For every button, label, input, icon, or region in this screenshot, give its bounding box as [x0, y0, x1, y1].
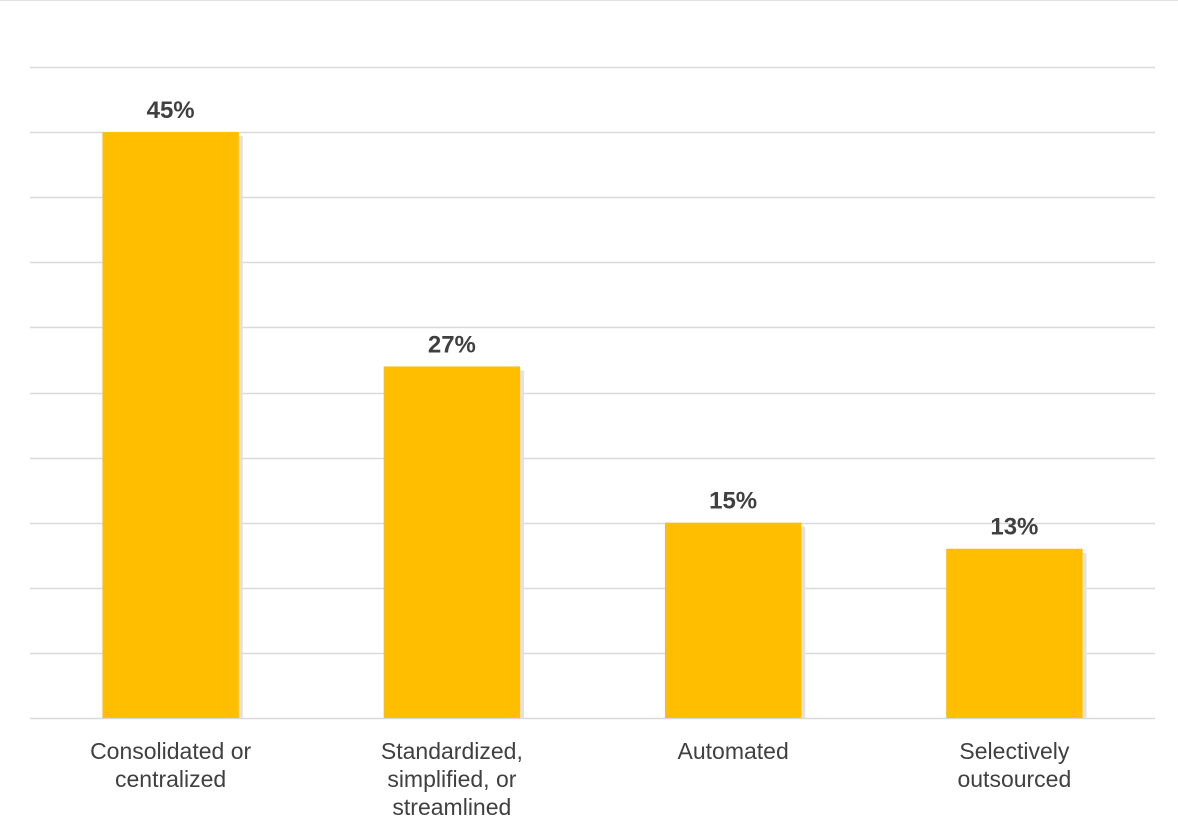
- category-label-line: Standardized,: [381, 738, 523, 764]
- data-label: 27%: [428, 331, 476, 358]
- data-label: 45%: [147, 97, 195, 124]
- category-label-line: Automated: [678, 738, 789, 764]
- category-label-line: Selectively: [959, 738, 1069, 764]
- bar: [102, 132, 239, 719]
- bar: [946, 548, 1083, 718]
- category-label: Selectively outsourced: [957, 738, 1071, 792]
- bar: [383, 366, 521, 718]
- category-label: Consolidated or centralized: [90, 738, 251, 792]
- bars: [102, 132, 1087, 719]
- data-label: 15%: [709, 488, 757, 515]
- category-label-line: simplified, or: [387, 766, 516, 792]
- category-label: Automated: [678, 738, 789, 764]
- category-label-line: centralized: [115, 766, 226, 792]
- top-border: [0, 0, 1178, 1]
- category-label: Standardized, simplified, or streamlined: [381, 738, 523, 820]
- data-label: 13%: [990, 514, 1038, 541]
- category-label-line: Consolidated or: [90, 738, 251, 764]
- bar: [664, 522, 802, 718]
- category-label-line: streamlined: [392, 794, 511, 820]
- category-label-line: outsourced: [957, 766, 1071, 792]
- data-labels: 45% 27% 15% 13%: [147, 97, 1039, 541]
